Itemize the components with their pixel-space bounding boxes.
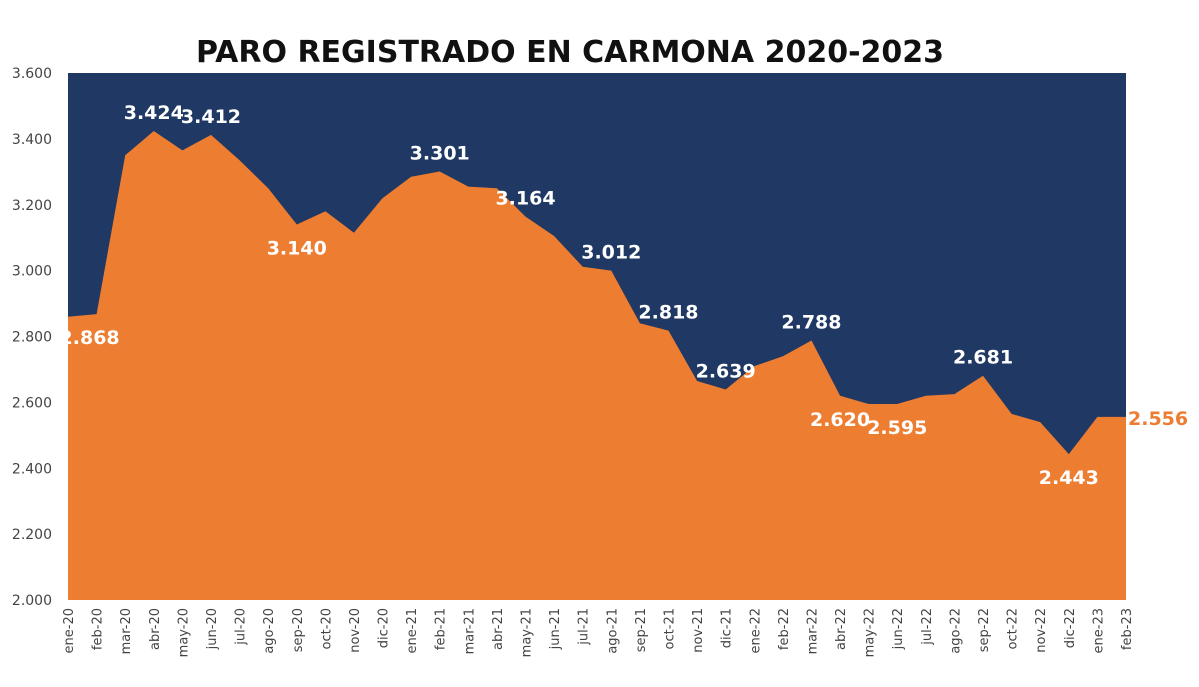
x-tick-label: dic-21 (720, 608, 735, 648)
x-tick-label: mar-21 (462, 608, 477, 654)
y-tick-label: 2.000 (12, 593, 52, 609)
data-label: 3.424 (124, 102, 184, 124)
x-tick-label: jun-21 (548, 608, 563, 650)
x-tick-label: oct-22 (1006, 608, 1021, 649)
data-label: 3.164 (495, 188, 555, 210)
data-label: 2.639 (696, 361, 756, 383)
x-tick-label: nov-22 (1034, 608, 1049, 653)
x-tick-label: abr-20 (148, 608, 163, 650)
chart-title: PARO REGISTRADO EN CARMONA 2020-2023 (196, 35, 944, 70)
x-tick-label: sep-21 (634, 608, 649, 652)
y-tick-label: 3.600 (12, 66, 52, 82)
x-tick-label: ene-21 (405, 608, 420, 653)
x-tick-label: abr-21 (491, 608, 506, 650)
data-label: 3.412 (181, 106, 241, 128)
y-tick-label: 3.000 (12, 264, 52, 280)
area-series (68, 131, 1126, 600)
x-tick-label: feb-22 (777, 608, 792, 650)
y-tick-label: 3.400 (12, 132, 52, 148)
x-tick-label: may-20 (176, 608, 191, 657)
x-tick-label: mar-20 (119, 608, 134, 654)
data-label: 3.140 (267, 238, 327, 260)
data-label: 2.443 (1039, 467, 1099, 489)
x-tick-label: jul-21 (577, 608, 592, 646)
data-label: 2.868 (60, 327, 120, 349)
x-tick-label: ago-21 (605, 608, 620, 654)
data-label: 3.012 (581, 242, 641, 264)
data-label: 2.595 (867, 417, 927, 439)
x-tick-label: mar-22 (805, 608, 820, 654)
data-label: 2.556 (1128, 408, 1188, 430)
x-tick-label: nov-20 (348, 608, 363, 653)
x-tick-label: ago-22 (948, 608, 963, 654)
x-tick-label: ene-20 (62, 608, 77, 653)
x-tick-label: oct-20 (319, 608, 334, 649)
data-label: 3.301 (410, 142, 470, 164)
x-tick-label: dic-22 (1063, 608, 1078, 648)
y-tick-label: 2.400 (12, 461, 52, 477)
x-tick-label: feb-21 (434, 608, 449, 650)
y-tick-label: 2.200 (12, 527, 52, 543)
x-tick-label: may-22 (863, 608, 878, 657)
y-tick-label: 3.200 (12, 198, 52, 214)
data-label: 2.788 (781, 311, 841, 333)
x-tick-label: may-21 (520, 608, 535, 657)
x-tick-label: abr-22 (834, 608, 849, 650)
x-tick-label: jun-22 (891, 608, 906, 650)
x-tick-label: ago-20 (262, 608, 277, 654)
x-tick-label: feb-23 (1120, 608, 1135, 650)
x-tick-label: sep-22 (977, 608, 992, 652)
data-label: 2.681 (953, 347, 1013, 369)
x-tick-label: jun-20 (205, 608, 220, 650)
y-axis: 2.000 2.200 2.400 2.600 2.800 3.000 3.200 3.400… (12, 66, 52, 609)
y-tick-label: 2.800 (12, 330, 52, 346)
x-tick-label: oct-21 (662, 608, 677, 649)
x-tick-label: dic-20 (377, 608, 392, 648)
x-axis: ene-20 feb-20 mar-20 abr-20 may-20 jun-20 jul-… (62, 608, 1135, 657)
x-tick-label: ene-22 (748, 608, 763, 653)
x-tick-label: sep-20 (291, 608, 306, 652)
y-tick-label: 2.600 (12, 395, 52, 411)
data-label: 2.620 (810, 409, 870, 431)
data-label: 2.818 (638, 302, 698, 324)
x-tick-label: jul-22 (920, 608, 935, 646)
x-tick-label: jul-20 (234, 608, 249, 646)
x-tick-label: nov-21 (691, 608, 706, 653)
x-tick-label: feb-20 (91, 608, 106, 650)
x-tick-label: ene-23 (1091, 608, 1106, 653)
